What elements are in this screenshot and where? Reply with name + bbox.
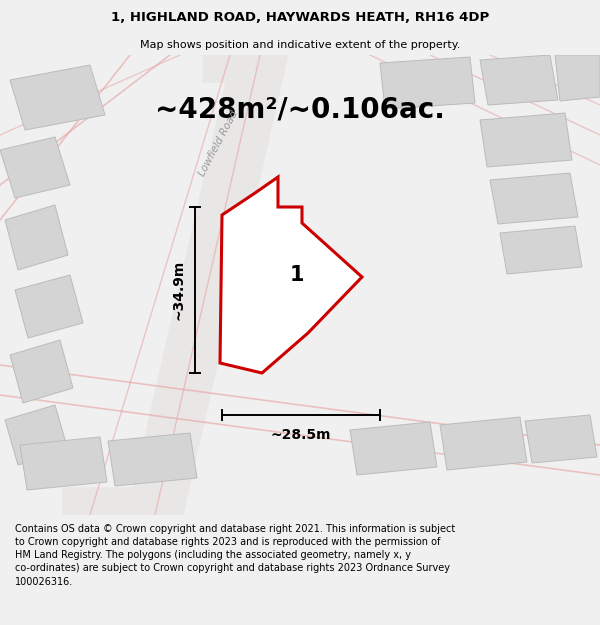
Text: Contains OS data © Crown copyright and database right 2021. This information is : Contains OS data © Crown copyright and d… [15, 524, 455, 587]
Polygon shape [220, 177, 362, 373]
Polygon shape [480, 55, 558, 105]
Polygon shape [10, 340, 73, 403]
Text: Lowfield Road: Lowfield Road [196, 109, 239, 177]
Text: ~428m²/~0.106ac.: ~428m²/~0.106ac. [155, 96, 445, 124]
Polygon shape [20, 437, 107, 490]
Polygon shape [350, 422, 437, 475]
Polygon shape [480, 113, 572, 167]
Polygon shape [525, 415, 597, 463]
Polygon shape [5, 405, 68, 465]
Text: 1: 1 [290, 265, 304, 285]
Polygon shape [500, 226, 582, 274]
Polygon shape [108, 433, 197, 486]
Text: 1, HIGHLAND ROAD, HAYWARDS HEATH, RH16 4DP: 1, HIGHLAND ROAD, HAYWARDS HEATH, RH16 4… [111, 11, 489, 24]
Polygon shape [555, 55, 600, 101]
Polygon shape [15, 275, 83, 338]
Text: ~34.9m: ~34.9m [172, 260, 186, 320]
Polygon shape [380, 57, 475, 109]
Polygon shape [10, 65, 105, 130]
Polygon shape [440, 417, 527, 470]
Text: Map shows position and indicative extent of the property.: Map shows position and indicative extent… [140, 39, 460, 49]
Polygon shape [0, 137, 70, 198]
Polygon shape [490, 173, 578, 224]
Text: ~28.5m: ~28.5m [271, 428, 331, 442]
Polygon shape [5, 205, 68, 270]
